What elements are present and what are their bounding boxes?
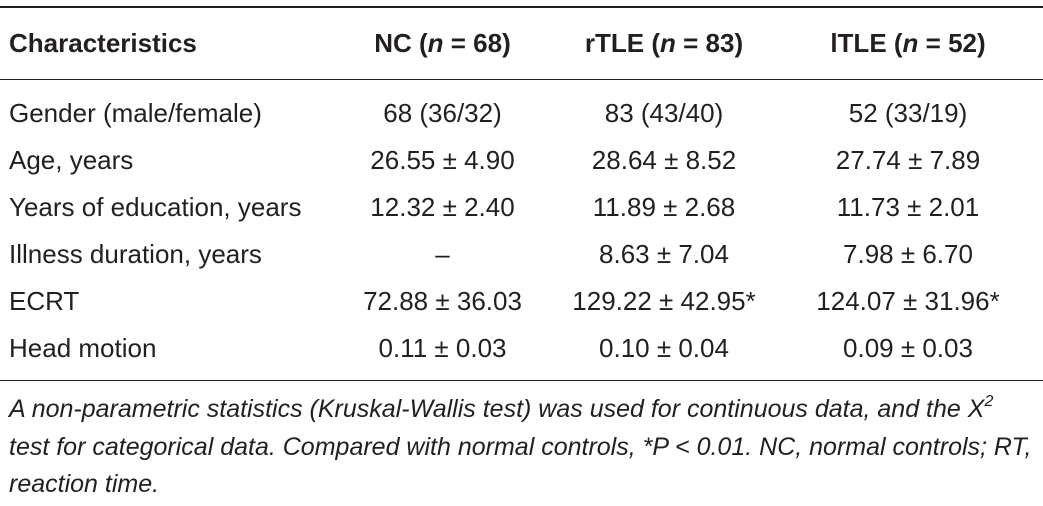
cell-rtle: 11.89 ± 2.68 xyxy=(592,192,736,222)
header-cell-characteristics: Characteristics xyxy=(9,28,197,58)
table-row: Age, years 26.55 ± 4.90 28.64 ± 8.52 27.… xyxy=(0,137,1033,184)
table-row: Years of education, years 12.32 ± 2.40 1… xyxy=(0,184,1033,231)
header-divider-rule xyxy=(0,79,1043,80)
table-row: Illness duration, years – 8.63 ± 7.04 7.… xyxy=(0,231,1033,278)
cell-nc: 26.55 ± 4.90 xyxy=(370,145,515,175)
table-row: ECRT 72.88 ± 36.03 129.22 ± 42.95* 124.0… xyxy=(0,278,1033,325)
cell-ltle: 52 (33/19) xyxy=(848,98,968,128)
table-bottom-rule xyxy=(0,380,1043,381)
footnote-superscript: 2 xyxy=(984,392,994,410)
table-footnote: A non-parametric statistics (Kruskal-Wal… xyxy=(9,391,1039,504)
table-top-rule xyxy=(0,6,1043,8)
cell-ltle: 7.98 ± 6.70 xyxy=(843,239,973,269)
table-row: Gender (male/female) 68 (36/32) 83 (43/4… xyxy=(0,90,1033,137)
cell-nc: 0.11 ± 0.03 xyxy=(378,333,507,363)
table-body: Gender (male/female) 68 (36/32) 83 (43/4… xyxy=(0,90,1033,372)
row-label: Years of education, years xyxy=(9,192,302,222)
table-header: Characteristics NC (n = 68) rTLE (n = 83… xyxy=(0,12,1033,74)
cell-nc: 12.32 ± 2.40 xyxy=(370,192,515,222)
cell-rtle: 28.64 ± 8.52 xyxy=(591,145,737,175)
header-row: Characteristics NC (n = 68) rTLE (n = 83… xyxy=(0,12,1033,74)
cell-ltle: 27.74 ± 7.89 xyxy=(835,145,981,175)
cell-nc: 72.88 ± 36.03 xyxy=(363,286,522,316)
cell-nc: 68 (36/32) xyxy=(383,98,502,128)
cell-rtle: 83 (43/40) xyxy=(604,98,724,128)
row-label: Gender (male/female) xyxy=(9,98,262,128)
row-label: Head motion xyxy=(9,333,157,363)
row-label: Age, years xyxy=(9,145,134,175)
cell-ltle: 0.09 ± 0.03 xyxy=(843,333,973,363)
header-cell-nc: NC (n = 68) xyxy=(374,28,511,58)
cell-ltle: 11.73 ± 2.01 xyxy=(836,192,980,222)
cell-rtle: 0.10 ± 0.04 xyxy=(599,333,729,363)
footnote-text: A non-parametric statistics (Kruskal-Wal… xyxy=(9,395,985,423)
row-label: ECRT xyxy=(9,286,80,316)
cell-rtle: 8.63 ± 7.04 xyxy=(599,239,729,269)
table-row: Head motion 0.11 ± 0.03 0.10 ± 0.04 0.09… xyxy=(0,325,1033,372)
header-cell-rtle: rTLE (n = 83) xyxy=(584,28,744,58)
footnote-text-continued: test for categorical data. Compared with… xyxy=(9,432,1032,499)
cell-nc: – xyxy=(435,239,450,269)
cell-ltle: 124.07 ± 31.96* xyxy=(816,286,1000,316)
cell-rtle: 129.22 ± 42.95* xyxy=(572,286,756,316)
header-cell-ltle: lTLE (n = 52) xyxy=(830,28,986,58)
row-label: Illness duration, years xyxy=(9,239,262,269)
